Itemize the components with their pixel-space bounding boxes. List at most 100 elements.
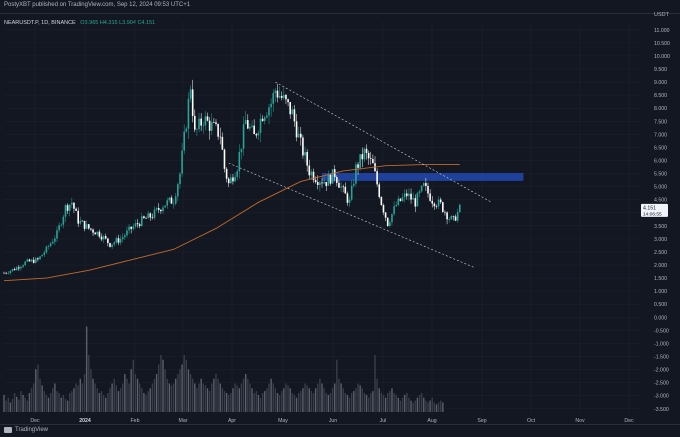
candle-body (454, 216, 457, 221)
volume-bar (196, 388, 198, 412)
volume-bar (228, 394, 230, 412)
candle-body (92, 229, 94, 233)
volume-bar (410, 400, 412, 412)
volume-bar (416, 397, 419, 412)
candle-body (26, 259, 29, 262)
candle-body (393, 206, 395, 214)
symbol-name[interactable]: NEARUSDT.P, 1D, BINANCE (4, 20, 76, 26)
candle-body (54, 238, 56, 242)
volume-bar (7, 397, 9, 412)
volume-bar (329, 393, 332, 412)
candle-body (60, 224, 63, 226)
volume-bar (83, 374, 86, 412)
volume-bar (253, 393, 255, 412)
candle-body (181, 150, 183, 174)
candle-body (263, 117, 266, 122)
candle-body (353, 183, 355, 186)
price-tick-label: 1.500 (654, 276, 667, 282)
candle-body (213, 122, 215, 123)
symbol-legend[interactable]: NEARUSDT.P, 1D, BINANCE O3.965 H4.315 L3… (4, 20, 155, 26)
volume-bar (429, 400, 431, 412)
candle-body (435, 206, 438, 207)
volume-bar (249, 383, 251, 412)
volume-bar (420, 393, 423, 412)
candle-body (357, 164, 359, 168)
volume-bar (317, 383, 319, 412)
volume-bar (234, 383, 236, 412)
volume-bar (344, 393, 347, 412)
volume-bar (145, 394, 147, 412)
channel-lower-line (228, 162, 475, 268)
price-tick-label: 3.000 (654, 237, 667, 243)
descending-channel[interactable] (228, 81, 492, 268)
candle-body (225, 168, 228, 179)
volume-bar (164, 369, 166, 412)
volume-bar (287, 385, 289, 412)
volume-bar (194, 383, 196, 412)
volume-bar (138, 383, 141, 412)
candle-body (342, 186, 344, 188)
time-tick-label: 2024 (79, 418, 91, 424)
time-axis[interactable]: Dec 2024 Feb Mar Apr May Jun Jul Aug Sep Oct Nov Dec (30, 418, 634, 424)
candle-body (109, 242, 111, 247)
price-tick-label: 10.500 (654, 41, 670, 47)
candle-body (261, 118, 264, 122)
volume-bar (3, 394, 5, 412)
candle-body (219, 136, 222, 138)
price-tick-label: -2.500 (654, 381, 669, 387)
volume-bar (281, 391, 283, 412)
volume-bar (372, 391, 374, 412)
volume-bar (397, 397, 400, 412)
volume-bar (204, 385, 207, 412)
time-tick-label: Feb (131, 418, 140, 424)
time-tick-label: May (278, 418, 288, 424)
candle-body (437, 199, 440, 207)
volume-bar (18, 399, 20, 412)
candle-body (378, 184, 381, 198)
candle-body (160, 209, 162, 212)
volume-bar (183, 355, 185, 412)
candle-body (316, 182, 319, 185)
volume-bar (49, 393, 52, 412)
time-tick-label: Dec (624, 418, 634, 424)
candle-body (412, 198, 414, 200)
candle-body (433, 203, 436, 207)
candle-body (3, 272, 5, 274)
candle-body (425, 183, 427, 186)
volume-bar (240, 383, 243, 412)
candle-body (24, 261, 26, 266)
candle-body (39, 256, 41, 260)
volume-bar (289, 388, 291, 412)
volume-bar (238, 388, 241, 412)
candle-body (399, 198, 402, 201)
candle-body (200, 118, 202, 126)
volume-bar (261, 393, 264, 412)
candle-body (147, 213, 149, 219)
candle-body (13, 269, 16, 271)
candle-body (410, 193, 412, 200)
moving-average (3, 163, 460, 282)
resistance-zone[interactable] (322, 173, 524, 181)
price-tick-label: 1.000 (654, 289, 667, 295)
volume-bar (52, 388, 54, 412)
candle-body (227, 178, 230, 184)
volume-bar (162, 359, 164, 412)
price-tick-label: 8.000 (654, 106, 667, 112)
time-tick-label: Mar (179, 418, 188, 424)
candle-body (306, 152, 308, 166)
volume-bar (230, 393, 232, 412)
volume-bar (361, 388, 363, 412)
volume-bar (177, 374, 179, 412)
volume-bar (367, 397, 370, 412)
candle-body (338, 182, 340, 188)
volume-bar (327, 394, 330, 412)
price-axis[interactable]: USDT 11.000 10.500 10.000 9.500 9.000 8.500 8.0… (654, 12, 670, 413)
volume-bar (223, 391, 226, 412)
candle-body (355, 164, 357, 184)
volume-bar (94, 383, 96, 412)
candle-body (287, 99, 289, 103)
publisher-line: PostyXBT published on TradingView.com, S… (4, 2, 191, 8)
volume-bar (62, 394, 65, 412)
volume-bar (202, 383, 204, 412)
